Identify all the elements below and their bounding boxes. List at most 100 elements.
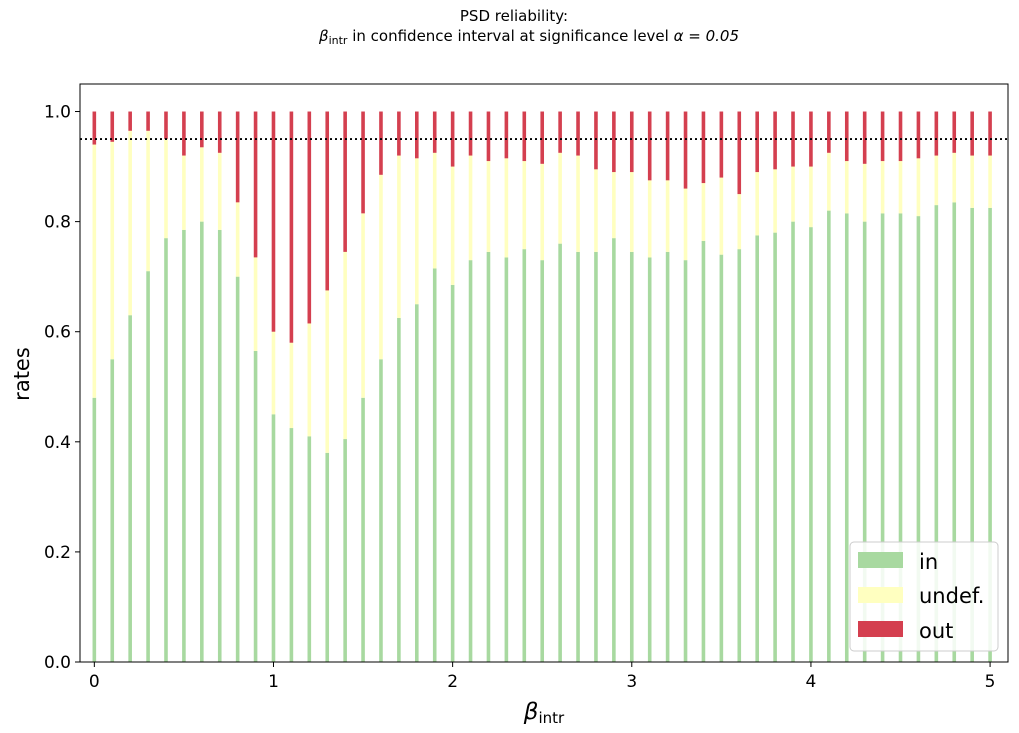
bar-in-22 [486,251,491,662]
bar-in-32 [665,251,670,662]
bar-undef-16 [379,174,383,360]
bar-in-45 [898,213,903,663]
bar-in-29 [612,238,616,662]
bar-undef-40 [809,166,813,228]
bar-out-35 [719,111,724,178]
bar-out-7 [217,111,222,153]
bar-undef-22 [486,161,491,252]
bar-in-49 [970,207,974,663]
bar-out-48 [952,111,957,153]
bar-out-32 [665,111,670,181]
bar-in-33 [683,260,688,662]
chart-title-line1: PSD reliability: [460,7,568,25]
bar-out-42 [844,111,849,162]
bar-undef-35 [719,177,724,255]
bar-out-38 [773,111,777,170]
bar-out-46 [916,111,921,159]
y-tick-label-2: 0.4 [44,433,71,453]
xlabel-subscript: intr [538,709,565,727]
bar-undef-38 [773,169,777,233]
bar-undef-9 [253,257,258,351]
x-tick-label-1: 1 [268,672,279,692]
y-tick-label-4: 0.8 [44,213,71,233]
bar-in-21 [468,260,473,662]
legend: in undef. out [849,541,999,652]
bar-undef-1 [110,141,115,360]
bar-undef-4 [164,139,168,239]
bar-undef-31 [647,180,652,258]
bar-undef-14 [343,251,347,440]
bar-out-37 [755,111,759,173]
bar-undef-26 [558,152,562,244]
bar-in-20 [450,284,455,662]
bar-undef-43 [862,163,867,222]
bar-undef-41 [827,152,831,211]
bar-in-43 [862,221,867,662]
bar-undef-17 [397,155,401,318]
bar-undef-48 [952,152,957,203]
bar-undef-6 [200,147,204,222]
bar-in-15 [361,397,365,662]
legend-label-in: in [919,550,938,574]
y-tick-label-5: 1.0 [44,103,71,123]
bars-group [92,111,992,663]
bar-undef-32 [665,180,670,252]
bar-in-12 [307,436,312,662]
bar-undef-45 [898,161,903,214]
legend-swatch-undef [858,587,903,603]
bar-in-9 [253,350,258,662]
bar-undef-2 [128,130,132,316]
x-axis-label: βintr [523,699,565,727]
bar-out-3 [146,111,150,131]
bar-out-19 [432,111,437,153]
bar-out-43 [862,111,867,164]
bar-undef-27 [576,155,580,252]
bar-out-26 [558,111,562,153]
bar-in-14 [343,439,347,662]
bar-out-22 [486,111,491,162]
bar-in-24 [522,249,527,662]
bar-out-11 [289,111,294,343]
x-ticks: 0 1 2 3 4 5 [89,662,996,692]
bar-undef-23 [504,158,509,258]
x-tick-label-5: 5 [985,672,996,692]
bar-undef-15 [361,213,365,398]
bar-out-25 [540,111,545,164]
bar-in-2 [128,315,132,662]
bar-out-45 [898,111,903,162]
bar-out-13 [325,111,330,291]
bar-out-12 [307,111,312,324]
bar-out-16 [379,111,383,175]
bar-out-17 [397,111,401,156]
bar-out-9 [253,111,258,258]
bar-in-37 [755,235,759,662]
bar-in-13 [325,452,330,662]
bar-out-2 [128,111,132,131]
legend-label-out: out [919,619,953,643]
xlabel-beta-symbol: β [523,699,539,725]
bar-undef-11 [289,342,294,429]
bar-in-11 [289,428,294,662]
bar-undef-34 [701,183,706,241]
bar-out-47 [934,111,939,156]
bar-undef-25 [540,163,545,261]
bar-undef-10 [271,331,276,415]
bar-in-38 [773,232,777,662]
bar-in-25 [540,260,545,662]
x-tick-label-4: 4 [806,672,817,692]
bar-undef-44 [880,161,885,214]
bar-out-49 [970,111,974,156]
bar-out-18 [415,111,419,159]
bar-undef-30 [629,172,634,252]
bar-in-47 [934,205,939,662]
bar-undef-8 [235,202,240,277]
title-text-rest: in confidence interval at significance l… [347,27,673,45]
bar-in-23 [504,257,509,662]
bar-undef-37 [755,172,759,236]
legend-label-undef: undef. [919,584,984,608]
bar-in-16 [379,359,383,662]
bar-out-4 [164,111,168,140]
y-tick-label-1: 0.2 [44,543,71,563]
y-tick-label-0: 0.0 [44,653,71,673]
y-axis-label: rates [10,347,34,401]
